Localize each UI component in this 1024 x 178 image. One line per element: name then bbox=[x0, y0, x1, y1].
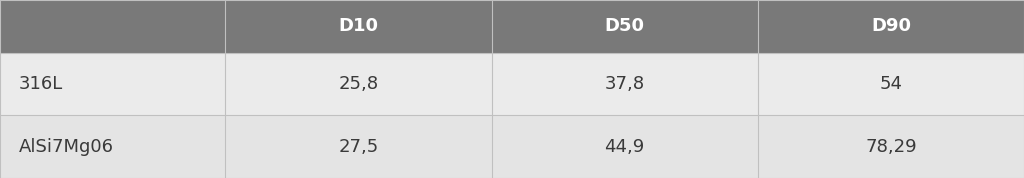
Bar bbox=[758, 115, 1024, 178]
Text: 78,29: 78,29 bbox=[865, 138, 916, 156]
Text: 37,8: 37,8 bbox=[604, 75, 645, 93]
Text: D90: D90 bbox=[870, 17, 911, 35]
Bar bbox=[492, 115, 758, 178]
Bar bbox=[758, 53, 1024, 115]
Bar bbox=[492, 0, 758, 53]
Bar bbox=[225, 115, 492, 178]
Bar bbox=[492, 53, 758, 115]
Text: 44,9: 44,9 bbox=[604, 138, 645, 156]
Bar bbox=[0, 115, 225, 178]
Bar bbox=[0, 0, 225, 53]
Text: 27,5: 27,5 bbox=[338, 138, 379, 156]
Bar bbox=[225, 53, 492, 115]
Text: 316L: 316L bbox=[18, 75, 62, 93]
Text: 54: 54 bbox=[880, 75, 902, 93]
Text: D10: D10 bbox=[338, 17, 379, 35]
Bar bbox=[225, 0, 492, 53]
Bar bbox=[758, 0, 1024, 53]
Text: 25,8: 25,8 bbox=[338, 75, 379, 93]
Bar bbox=[0, 53, 225, 115]
Text: AlSi7Mg06: AlSi7Mg06 bbox=[18, 138, 114, 156]
Text: D50: D50 bbox=[604, 17, 645, 35]
